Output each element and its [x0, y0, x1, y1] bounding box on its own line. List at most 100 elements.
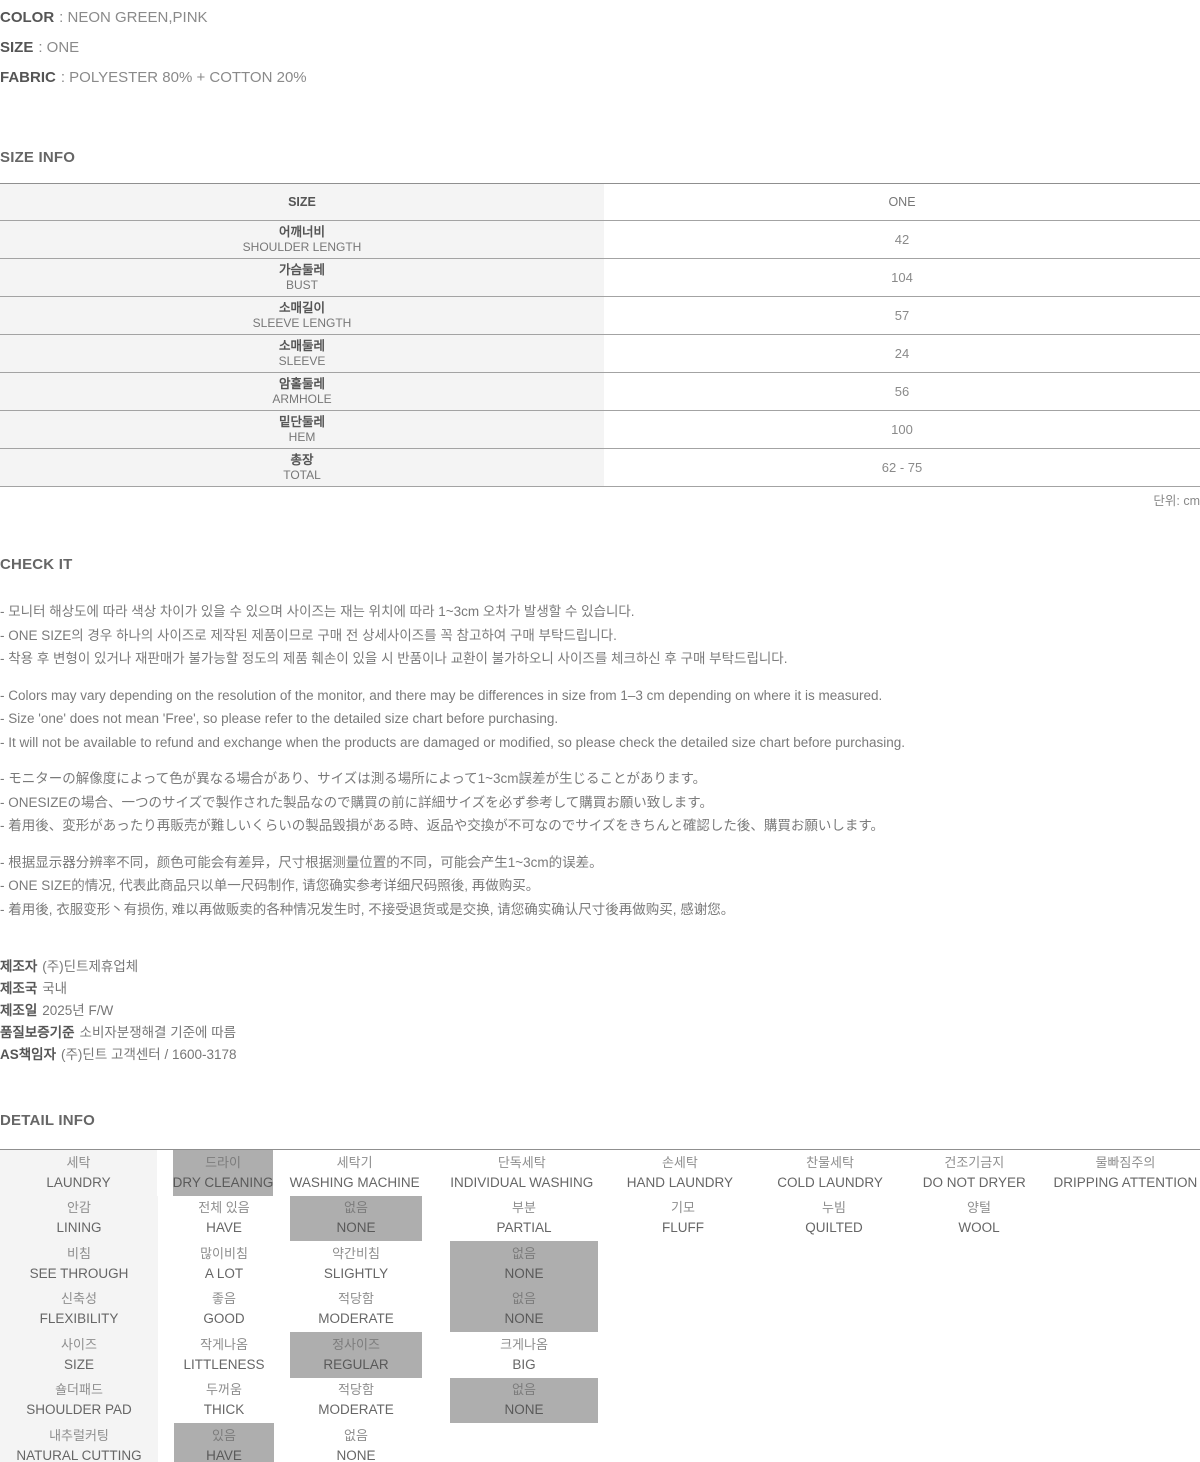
- fabric-line: FABRIC: POLYESTER 80% + COTTON 20%: [0, 69, 1200, 87]
- detail-row-lining: 안감 LINING 전체 있음 HAVE 없음 NONE 부분 PARTIAL 기모 FL…: [0, 1195, 1200, 1241]
- measure-kr: 가슴둘레: [278, 262, 325, 277]
- fabric-label: FABRIC: [0, 69, 56, 86]
- option-cell-selected: 드라이 DRY CLEANING: [173, 1150, 273, 1196]
- color-label: COLOR: [0, 9, 55, 26]
- size-table-row: 가슴둘레 BUST 104: [0, 259, 1200, 297]
- option-cell: 좋음 GOOD: [203, 1291, 245, 1327]
- measure-kr: 밑단둘레: [278, 414, 325, 429]
- option-cell: 건조기금지 DO NOT DRYER: [922, 1154, 1026, 1190]
- size-table-row: 소매길이 SLEEVE LENGTH 57: [0, 297, 1200, 335]
- color-line: COLOR: NEON GREEN,PINK: [0, 9, 1200, 27]
- notes-chinese: - 根据显示器分辨率不同，颜色可能会有差异，尺寸根据测量位置的不同，可能会产生1…: [0, 854, 735, 917]
- detail-label-cell: 비침 SEE THROUGH: [0, 1241, 158, 1287]
- fabric-value: : POLYESTER 80% + COTTON 20%: [60, 69, 307, 86]
- detail-label-cell: 신축성 FLEXIBILITY: [0, 1286, 158, 1332]
- measure-en: TOTAL: [283, 467, 321, 482]
- detail-label-cell: 세탁 LAUNDRY: [0, 1150, 158, 1196]
- size-table-row: 어깨너비 SHOULDER LENGTH 42: [0, 221, 1200, 259]
- measure-value: 24: [894, 346, 910, 361]
- option-cell: 크게나옴 BIG: [500, 1336, 548, 1372]
- measure-value: 62 - 75: [881, 460, 923, 475]
- option-cell: 손세탁 HAND LAUNDRY: [626, 1154, 734, 1190]
- detail-grid: 세탁 LAUNDRY 드라이 DRY CLEANING 세탁기 WASHING MAC…: [0, 1149, 1200, 1462]
- manufacturer-info: 제조자 (주)딘트제휴업체 제조국 국내 제조일 2025년 F/W 품질보증기준 소비…: [0, 959, 1200, 1062]
- measure-value: 42: [894, 232, 910, 247]
- manufacturer-row: 제조자 (주)딘트제휴업체: [0, 959, 139, 974]
- detail-row-laundry: 세탁 LAUNDRY 드라이 DRY CLEANING 세탁기 WASHING MAC…: [0, 1150, 1200, 1196]
- measure-kr: 소매둘레: [278, 338, 325, 353]
- option-cell-selected: 정사이즈 REGULAR: [290, 1332, 422, 1378]
- measure-en: HEM: [288, 429, 316, 444]
- size-table-row: 밑단둘레 HEM 100: [0, 411, 1200, 449]
- option-cell: 물빠짐주의 DRIPPING ATTENTION: [1053, 1154, 1198, 1190]
- option-cell: 없음 NONE: [336, 1427, 376, 1462]
- measure-value: 57: [894, 308, 910, 323]
- detail-label-cell: 내추럴커팅 NATURAL CUTTING: [0, 1423, 158, 1462]
- size-label: SIZE: [0, 39, 34, 56]
- measure-en: BUST: [285, 277, 318, 292]
- product-attributes: COLOR: NEON GREEN,PINK SIZE: ONE FABRIC:…: [0, 0, 1200, 87]
- option-cell: 세탁기 WASHING MACHINE: [289, 1154, 420, 1190]
- option-cell: 양털 WOOL: [958, 1200, 1000, 1236]
- measure-kr: 어깨너비: [278, 224, 325, 239]
- measure-en: SHOULDER LENGTH: [242, 239, 362, 254]
- size-table-row: 암홀둘레 ARMHOLE 56: [0, 373, 1200, 411]
- manufacturer-row: 제조국 국내: [0, 981, 68, 996]
- detail-row-see-through: 비침 SEE THROUGH 많이비침 A LOT 약간비침 SLIGHTLY 없음 N…: [0, 1241, 1200, 1287]
- detail-row-shoulder-pad: 숄더패드 SHOULDER PAD 두꺼움 THICK 적당함 MODERATE 없음…: [0, 1377, 1200, 1423]
- color-value: : NEON GREEN,PINK: [59, 9, 208, 26]
- option-cell: 두꺼움 THICK: [203, 1382, 245, 1418]
- check-it-notes: - 모니터 해상도에 따라 색상 차이가 있을 수 있으며 사이즈는 재는 위치…: [0, 600, 1200, 921]
- check-it-heading: CHECK IT: [0, 556, 73, 573]
- option-cell-selected: 없음 NONE: [450, 1286, 598, 1332]
- notes-english: - Colors may vary depending on the resol…: [0, 687, 906, 750]
- option-cell: 누빔 QUILTED: [805, 1200, 863, 1236]
- detail-row-flexibility: 신축성 FLEXIBILITY 좋음 GOOD 적당함 MODERATE 없음 NONE: [0, 1286, 1200, 1332]
- option-cell-selected: 없음 NONE: [290, 1195, 422, 1241]
- size-table-row: 총장 TOTAL 62 - 75: [0, 449, 1200, 487]
- measure-kr: 총장: [290, 452, 314, 467]
- option-cell: 부분 PARTIAL: [496, 1200, 552, 1236]
- detail-label-cell: 숄더패드 SHOULDER PAD: [0, 1377, 158, 1423]
- size-info-heading: SIZE INFO: [0, 149, 76, 166]
- measure-value: 100: [891, 422, 913, 437]
- option-cell: 기모 FLUFF: [662, 1200, 704, 1236]
- manufacturer-row: 제조일 2025년 F/W: [0, 1003, 114, 1018]
- size-table-header: SIZE ONE: [0, 184, 1200, 221]
- option-cell: 적당함 MODERATE: [318, 1382, 394, 1418]
- size-value: : ONE: [38, 39, 80, 56]
- size-table-row: 소매둘레 SLEEVE 24: [0, 335, 1200, 373]
- manufacturer-row: AS책임자 (주)딘트 고객센터 / 1600-3178: [0, 1047, 237, 1062]
- option-cell: 적당함 MODERATE: [318, 1291, 394, 1327]
- detail-label-cell: 안감 LINING: [0, 1195, 158, 1241]
- option-cell: 약간비침 SLIGHTLY: [323, 1245, 389, 1281]
- measure-value: 104: [891, 270, 913, 285]
- measure-en: SLEEVE: [278, 353, 326, 368]
- option-cell-selected: 있음 HAVE: [174, 1423, 274, 1462]
- measure-kr: 소매길이: [278, 300, 325, 315]
- measure-en: SLEEVE LENGTH: [252, 315, 352, 330]
- size-line: SIZE: ONE: [0, 39, 1200, 57]
- option-cell: 전체 있음 HAVE: [198, 1200, 250, 1236]
- detail-label-cell: 사이즈 SIZE: [0, 1332, 158, 1378]
- size-col-header: SIZE: [288, 195, 316, 209]
- detail-info-heading: DETAIL INFO: [0, 1112, 95, 1129]
- option-cell: 단독세탁 INDIVIDUAL WASHING: [450, 1154, 594, 1190]
- unit-note: 단위: cm: [1153, 494, 1200, 508]
- measure-en: ARMHOLE: [272, 391, 332, 406]
- one-col-header: ONE: [888, 195, 916, 209]
- option-cell: 찬물세탁 COLD LAUNDRY: [777, 1154, 883, 1190]
- measure-value: 56: [894, 384, 910, 399]
- notes-japanese: - モニターの解像度によって色が異なる場合があり、サイズは測る場所によって1~3…: [0, 771, 884, 833]
- size-table: SIZE ONE 어깨너비 SHOULDER LENGTH 42 가슴둘레 BUST…: [0, 183, 1200, 487]
- option-cell: 많이비침 A LOT: [200, 1245, 248, 1281]
- detail-row-natural-cutting: 내추럴커팅 NATURAL CUTTING 있음 HAVE 없음 NONE: [0, 1423, 1200, 1462]
- notes-korean: - 모니터 해상도에 따라 색상 차이가 있을 수 있으며 사이즈는 재는 위치…: [0, 604, 788, 666]
- manufacturer-row: 품질보증기준 소비자분쟁해결 기준에 따름: [0, 1025, 237, 1040]
- option-cell: 작게나옴 LITTLENESS: [183, 1336, 265, 1372]
- option-cell-selected: 없음 NONE: [450, 1241, 598, 1287]
- detail-row-size: 사이즈 SIZE 작게나옴 LITTLENESS 정사이즈 REGULAR 크게나옴 B…: [0, 1332, 1200, 1378]
- option-cell-selected: 없음 NONE: [450, 1377, 598, 1423]
- measure-kr: 암홀둘레: [278, 376, 325, 391]
